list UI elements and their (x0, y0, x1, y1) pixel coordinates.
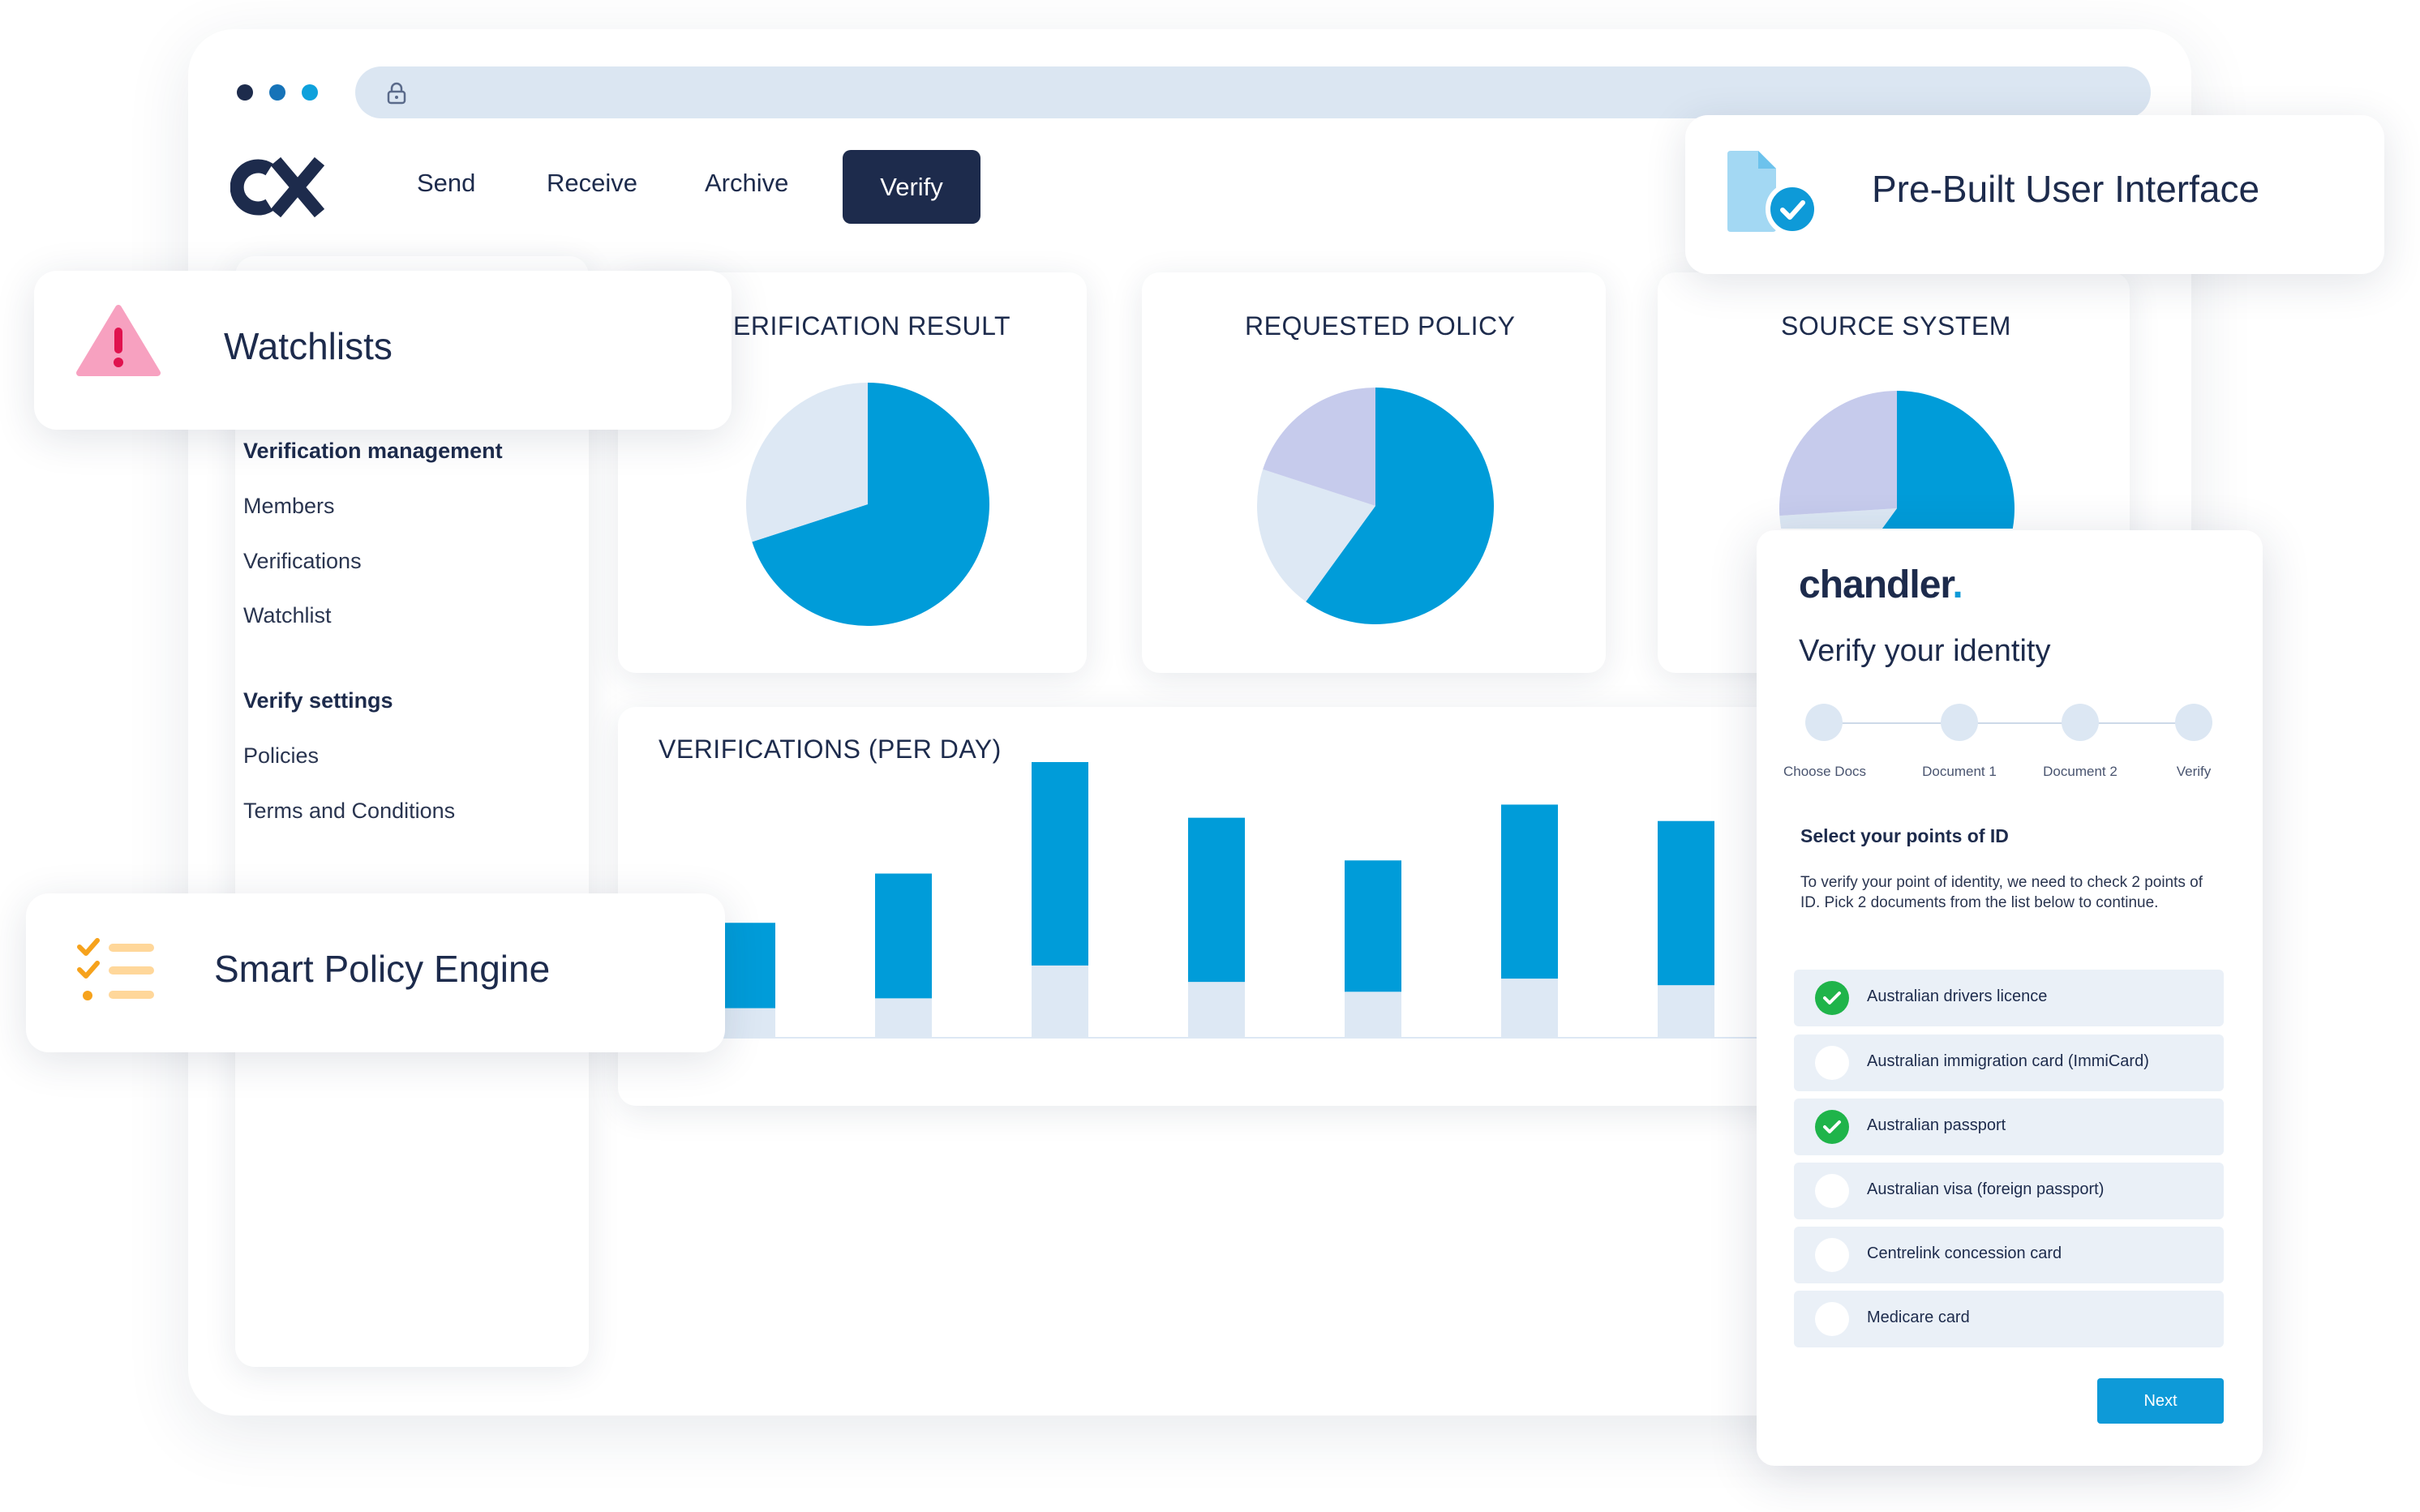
sidebar-item-verifications[interactable]: Verifications (243, 549, 362, 573)
pie-slice (1779, 391, 1897, 516)
id-option-label: Australian drivers licence (1867, 987, 2048, 1005)
chart-title-verifications: VERIFICATIONS (PER DAY) (659, 735, 1002, 764)
step-dot-1 (1805, 704, 1843, 741)
smart-policy-title: Smart Policy Engine (214, 948, 551, 990)
warning-icon (76, 305, 161, 376)
checkbox-checked[interactable] (1815, 1110, 1849, 1144)
instructions-text: To verify your point of identity, we nee… (1800, 874, 2203, 911)
id-option[interactable]: Australian drivers licence (1794, 970, 2224, 1026)
sidebar-heading-verification: Verification management (243, 439, 503, 463)
id-option-label: Medicare card (1867, 1309, 1970, 1326)
pie-slice (1263, 388, 1375, 506)
checkbox-unchecked[interactable] (1815, 1174, 1849, 1208)
pie-verification-result (746, 383, 989, 626)
id-option-label: Australian visa (foreign passport) (1867, 1180, 2105, 1198)
chandler-title: Verify your identity (1799, 634, 2051, 668)
lock-icon (387, 82, 406, 105)
stepper-line (1825, 722, 2191, 724)
id-option[interactable]: Australian visa (foreign passport) (1794, 1163, 2224, 1219)
sidebar-item-terms[interactable]: Terms and Conditions (243, 799, 456, 823)
pie-requested-policy (1257, 388, 1494, 624)
pie-slice (1779, 508, 1897, 529)
id-option[interactable]: Australian immigration card (ImmiCard) (1794, 1034, 2224, 1091)
bar-segment-light (1658, 985, 1714, 1038)
window-dot-cyan (302, 84, 318, 101)
id-option[interactable]: Centrelink concession card (1794, 1227, 2224, 1283)
step-dot-2 (1941, 704, 1978, 741)
id-option-label: Australian immigration card (ImmiCard) (1867, 1052, 2149, 1070)
nav-send[interactable]: Send (417, 169, 476, 197)
chart-title-source: SOURCE SYSTEM (1781, 311, 2011, 341)
bar-segment-light (719, 1008, 775, 1038)
pie-slice (752, 383, 989, 626)
checkbox-unchecked[interactable] (1815, 1302, 1849, 1336)
select-points-heading: Select your points of ID (1800, 825, 2009, 846)
step-label-document-2: Document 2 (2043, 764, 2118, 779)
step-label-verify: Verify (2176, 764, 2212, 779)
sidebar-item-watchlist[interactable]: Watchlist (243, 603, 332, 628)
nav-receive[interactable]: Receive (547, 169, 637, 197)
bar-segment-primary (1345, 860, 1401, 992)
checklist-icon (77, 938, 154, 1000)
pie-slice (1257, 469, 1375, 602)
bar-segment-light (1188, 982, 1245, 1038)
bar-chart-verifications (719, 762, 1786, 1039)
step-label-document-1: Document 1 (1922, 764, 1997, 779)
chart-title-result: ERIFICATION RESULT (733, 311, 1011, 341)
chandler-brand: chandler (1799, 563, 1953, 606)
document-check-icon (1727, 151, 1819, 236)
sidebar-item-policies[interactable]: Policies (243, 743, 320, 768)
sidebar (235, 256, 589, 1367)
step-dot-3 (2062, 704, 2099, 741)
bar-segment-primary (1188, 817, 1245, 983)
nav-archive[interactable]: Archive (705, 169, 789, 197)
window-dot-dark (237, 84, 253, 101)
prebuilt-title: Pre-Built User Interface (1872, 168, 2260, 210)
bar-segment-primary (875, 873, 932, 999)
window-dot-blue (269, 84, 285, 101)
bar-segment-primary (1032, 762, 1088, 966)
pie-slice (746, 383, 868, 542)
checkbox-unchecked[interactable] (1815, 1046, 1849, 1080)
id-option-label: Australian passport (1867, 1116, 2006, 1134)
pie-slice (1306, 388, 1494, 624)
bar-segment-primary (1501, 804, 1558, 979)
bar-segment-primary (719, 923, 775, 1009)
sidebar-item-members[interactable]: Members (243, 494, 335, 518)
bar-segment-light (875, 998, 932, 1038)
id-option[interactable]: Australian passport (1794, 1099, 2224, 1155)
step-dot-4 (2175, 704, 2212, 741)
step-label-choose-docs: Choose Docs (1783, 764, 1867, 779)
pie-slice (1882, 391, 2015, 529)
address-bar[interactable] (355, 66, 2151, 118)
chandler-logo: chandler. (1799, 563, 1963, 607)
chart-title-policy: REQUESTED POLICY (1245, 311, 1516, 341)
watchlists-title: Watchlists (224, 325, 393, 367)
sidebar-heading-settings: Verify settings (243, 688, 393, 713)
checkbox-checked[interactable] (1815, 981, 1849, 1015)
check-icon (1823, 992, 1841, 1004)
nav-verify[interactable]: Verify (843, 150, 980, 224)
id-option[interactable]: Medicare card (1794, 1291, 2224, 1347)
bar-segment-light (1501, 979, 1558, 1038)
next-button[interactable]: Next (2097, 1378, 2224, 1424)
bar-segment-primary (1658, 820, 1714, 986)
bar-segment-light (1032, 965, 1088, 1038)
cx-logo[interactable] (230, 156, 326, 218)
bar-segment-light (1345, 992, 1401, 1038)
card-watchlists (34, 271, 732, 430)
check-icon (1823, 1120, 1841, 1133)
id-option-label: Centrelink concession card (1867, 1244, 2062, 1262)
pie-source-system (1779, 391, 2015, 529)
chandler-logo-dot: . (1952, 563, 1963, 606)
checkbox-unchecked[interactable] (1815, 1238, 1849, 1272)
